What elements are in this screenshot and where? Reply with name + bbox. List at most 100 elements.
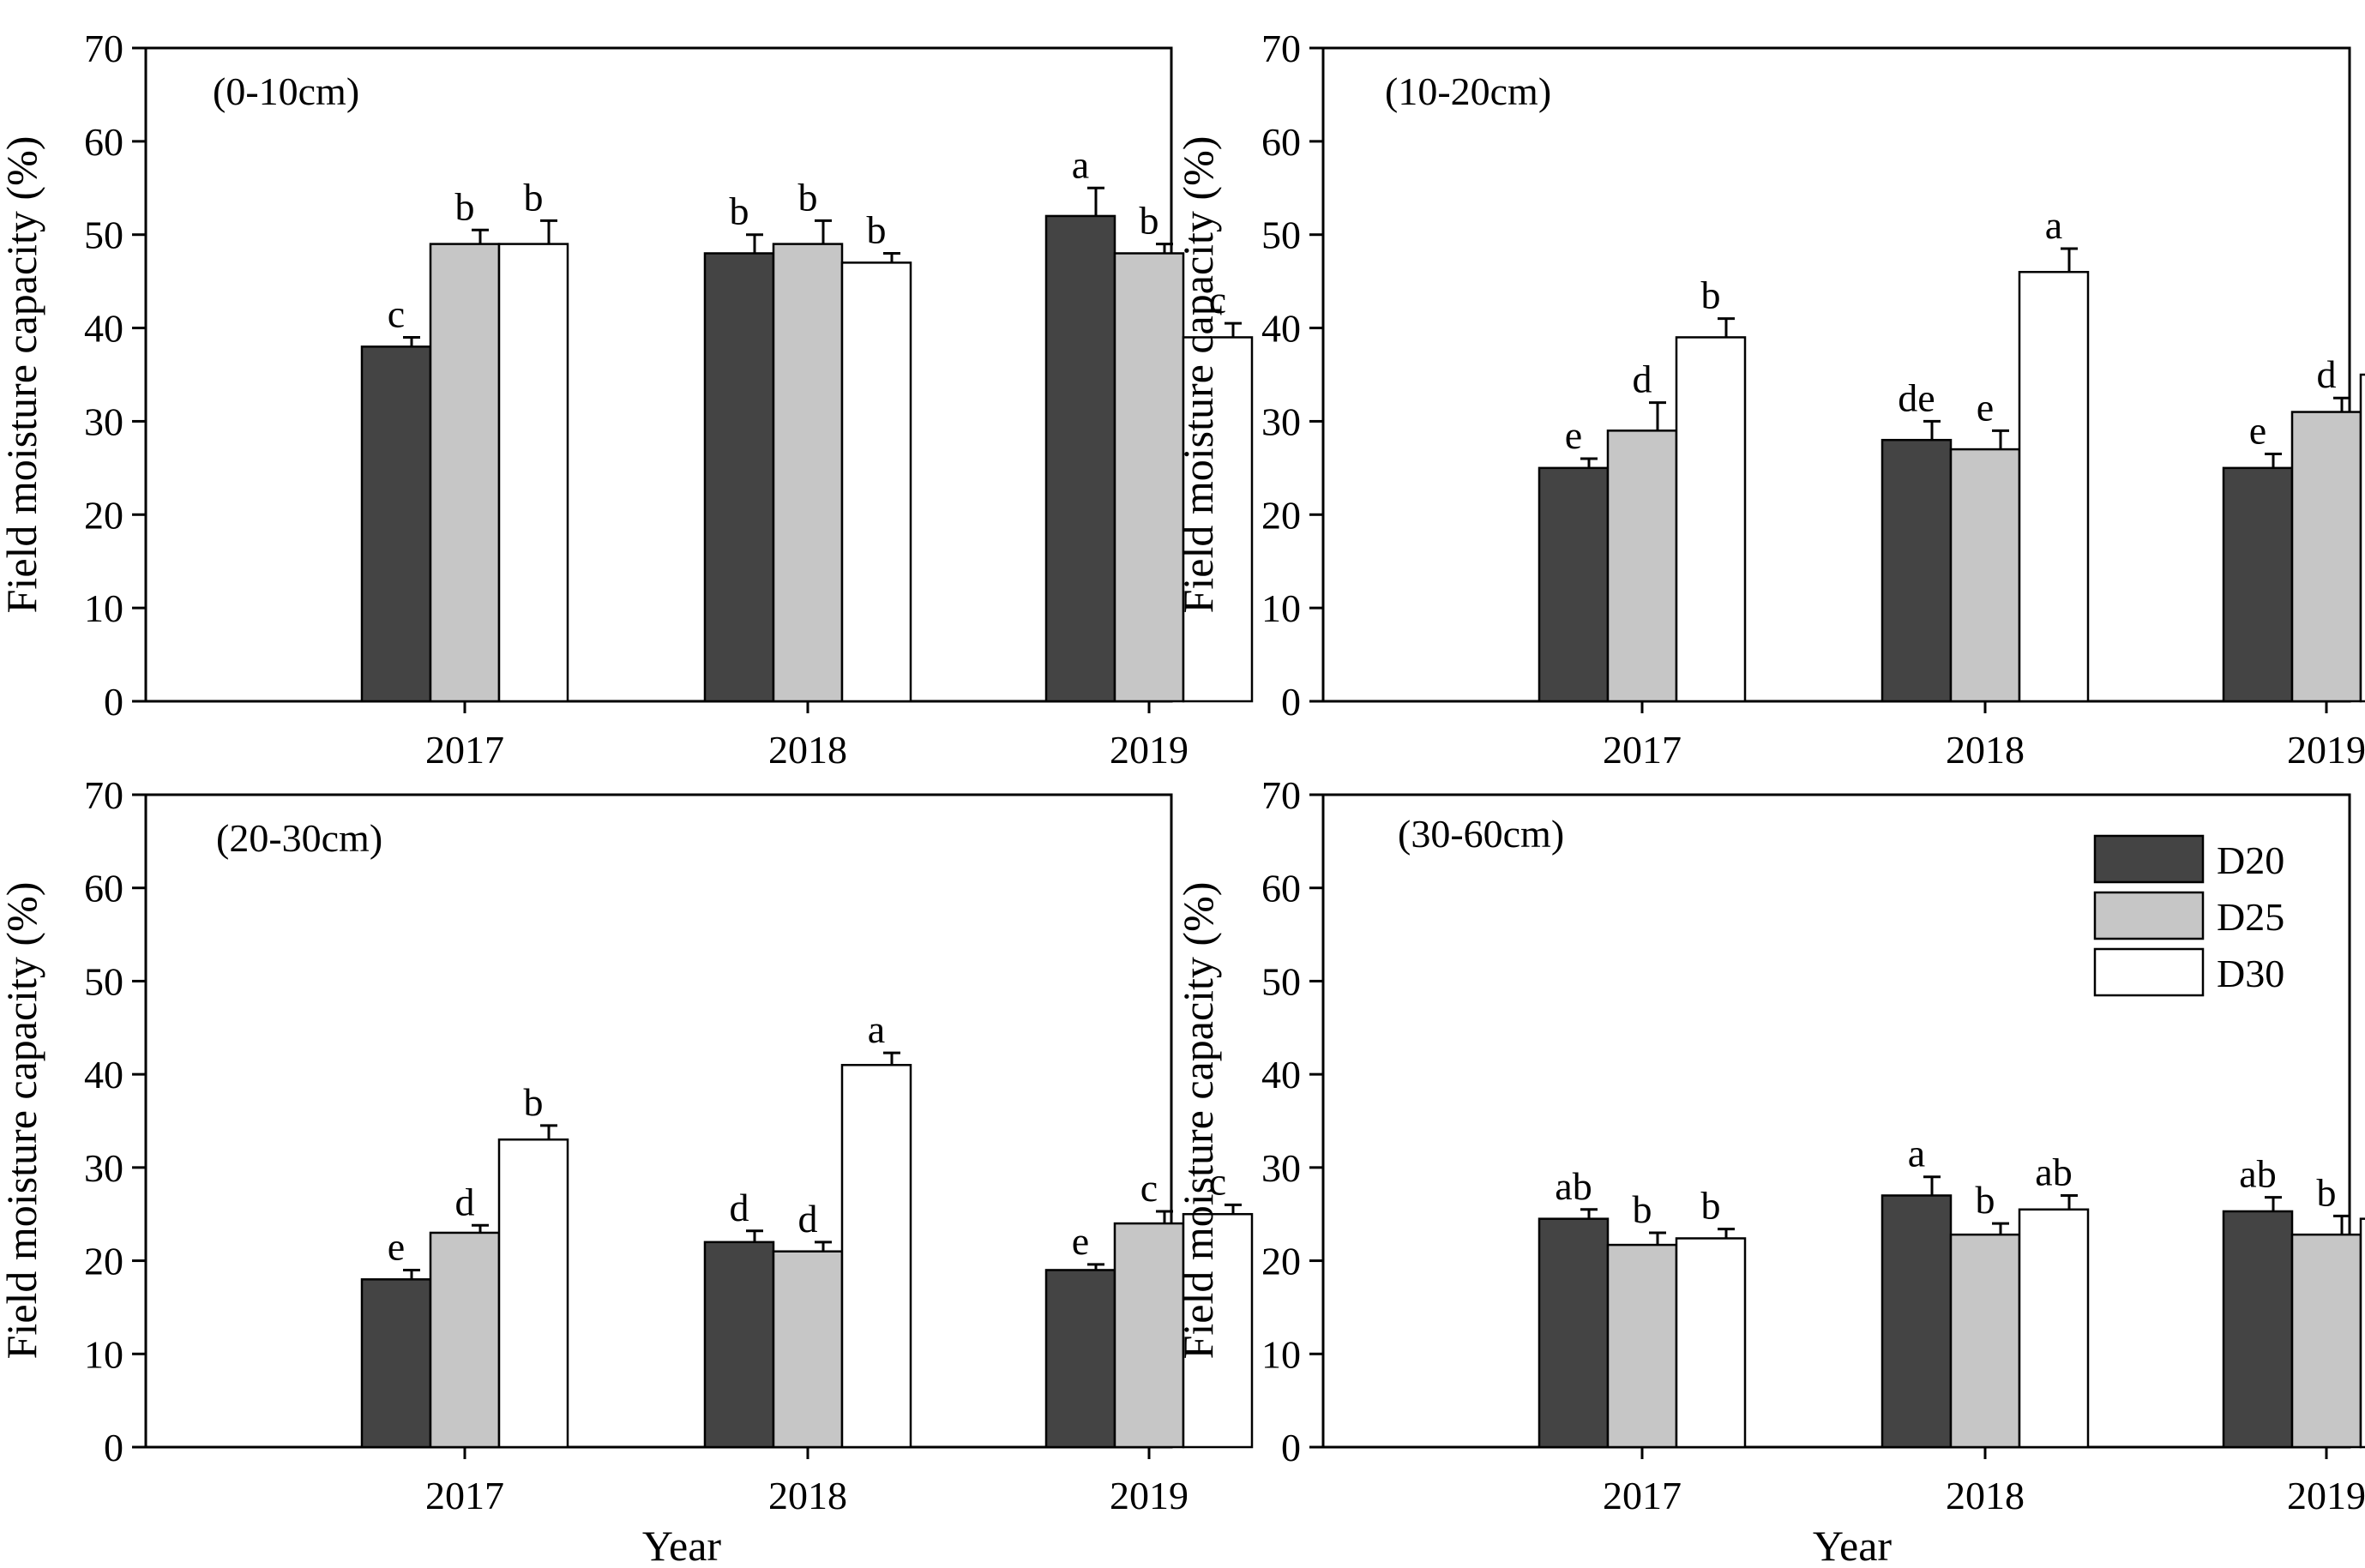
panel-4: 0 10 20 30 40 50 60 70 Field moisture capacity (… <box>1174 773 2365 1568</box>
y-tick-label: 50 <box>84 213 123 257</box>
y-tick-label: 10 <box>1261 586 1301 630</box>
x-tick-label: 2017 <box>425 1474 504 1517</box>
significance-label: c <box>1140 1166 1158 1210</box>
bar-D30-2017 <box>497 243 569 703</box>
legend-swatch-D25 <box>2093 891 2205 940</box>
significance-label: b <box>2317 1170 2337 1214</box>
bar-D20-2018 <box>1881 1194 1953 1449</box>
bar-D25-2017 <box>429 243 501 703</box>
x-tick-label: 2018 <box>1946 728 2025 772</box>
x-axis-title: Year <box>1813 1522 1892 1568</box>
significance-label: e <box>1565 413 1582 457</box>
significance-label: b <box>1633 1187 1652 1231</box>
x-tick-label: 2019 <box>1110 728 1189 772</box>
bar-D20-2018 <box>703 1241 775 1449</box>
bar-D30-2019 <box>1182 1212 1254 1449</box>
significance-label: e <box>1072 1219 1089 1263</box>
significance-label: b <box>524 1080 544 1124</box>
y-tick-label: 20 <box>84 1240 123 1283</box>
x-tick-label: 2017 <box>425 728 504 772</box>
y-tick-label: 70 <box>84 27 123 70</box>
bar-D25-2018 <box>772 1250 844 1449</box>
y-tick-label: 40 <box>1261 1053 1301 1096</box>
plot-frame <box>1321 46 2351 703</box>
bar-D20-2019 <box>2222 1210 2294 1449</box>
significance-label: b <box>455 184 475 228</box>
x-tick-label: 2019 <box>2287 1474 2365 1517</box>
panel-1: 0 10 20 30 40 50 60 70 Field moisture capacity (… <box>0 27 1254 772</box>
panel-3: 0 10 20 30 40 50 60 70 Field moisture capacity (… <box>0 773 1254 1568</box>
significance-label: d <box>455 1180 475 1223</box>
significance-label: d <box>2317 352 2337 396</box>
significance-label: de <box>1898 375 1935 419</box>
significance-label: c <box>388 291 405 335</box>
bar-D20-2017 <box>1538 1217 1610 1449</box>
bar-D30-2018 <box>2018 1208 2090 1449</box>
y-tick-label: 30 <box>84 1146 123 1190</box>
legend-swatch-D30 <box>2093 947 2205 997</box>
significance-label: b <box>1701 273 1721 317</box>
legend-label-D30: D30 <box>2217 952 2284 995</box>
bar-D30-2019 <box>1182 336 1254 703</box>
y-axis-title: Field moisture capacity (%) <box>0 882 45 1360</box>
significance-label: c <box>1209 278 1226 321</box>
x-tick-label: 2018 <box>1946 1474 2025 1517</box>
legend: D20 D25 D30 <box>2093 834 2284 997</box>
x-tick-label: 2017 <box>1603 728 1682 772</box>
significance-label: a <box>1908 1132 1925 1175</box>
bar-D25-2018 <box>1949 1233 2021 1449</box>
significance-label: b <box>1976 1178 1995 1222</box>
significance-label: a <box>1072 142 1089 186</box>
panel-title: (20-30cm) <box>216 816 382 860</box>
significance-label: ab <box>2239 1152 2276 1196</box>
x-tick-label: 2019 <box>2287 728 2365 772</box>
significance-label: d <box>798 1197 818 1241</box>
significance-label: e <box>2249 409 2266 453</box>
x-tick-label: 2019 <box>1110 1474 1189 1517</box>
bar-D25-2017 <box>1606 1243 1678 1449</box>
significance-label: d <box>1633 357 1652 401</box>
y-tick-label: 20 <box>1261 493 1301 537</box>
y-tick-label: 40 <box>84 307 123 351</box>
legend-swatch-D20 <box>2093 834 2205 884</box>
bar-D20-2019 <box>1044 1269 1116 1449</box>
bar-D25-2019 <box>1113 1222 1185 1449</box>
panel-title: (30-60cm) <box>1398 812 1564 856</box>
y-tick-label: 40 <box>84 1053 123 1096</box>
x-tick-label: 2017 <box>1603 1474 1682 1517</box>
bar-D30-2017 <box>1675 1237 1747 1449</box>
significance-label: b <box>1701 1184 1721 1228</box>
y-tick-label: 10 <box>1261 1332 1301 1376</box>
y-axis-title: Field moisture capacity (%) <box>0 136 45 614</box>
y-tick-label: 60 <box>1261 867 1301 910</box>
y-tick-label: 50 <box>1261 213 1301 257</box>
x-tick-label: 2018 <box>768 1474 847 1517</box>
bar-D25-2019 <box>1113 252 1185 703</box>
significance-label: a <box>868 1007 885 1051</box>
significance-label: d <box>730 1186 749 1229</box>
significance-label: b <box>730 189 749 233</box>
y-axis-title: Field moisture capacity (%) <box>1174 882 1222 1360</box>
panel-2: 0 10 20 30 40 50 60 70 Field moisture capacity (… <box>1174 27 2365 772</box>
y-tick-label: 30 <box>84 400 123 443</box>
y-tick-label: 50 <box>1261 959 1301 1003</box>
significance-label: b <box>524 175 544 219</box>
bar-D20-2018 <box>1881 438 1953 703</box>
y-tick-label: 10 <box>84 586 123 630</box>
bar-D30-2019 <box>2359 1217 2365 1449</box>
bar-D20-2018 <box>703 252 775 703</box>
y-tick-label: 20 <box>84 493 123 537</box>
bar-D30-2019 <box>2359 373 2365 703</box>
x-tick-label: 2018 <box>768 728 847 772</box>
panel-title: (10-20cm) <box>1385 69 1551 113</box>
y-tick-label: 0 <box>1281 1426 1301 1469</box>
y-tick-label: 30 <box>1261 400 1301 443</box>
panel-title: (0-10cm) <box>213 69 359 113</box>
significance-label: e <box>388 1224 405 1268</box>
significance-label: e <box>1977 385 1994 429</box>
y-axis-title: Field moisture capacity (%) <box>1174 136 1222 614</box>
bar-D30-2018 <box>840 1064 912 1449</box>
y-tick-label: 30 <box>1261 1146 1301 1190</box>
y-tick-label: 70 <box>84 773 123 817</box>
y-tick-label: 40 <box>1261 307 1301 351</box>
